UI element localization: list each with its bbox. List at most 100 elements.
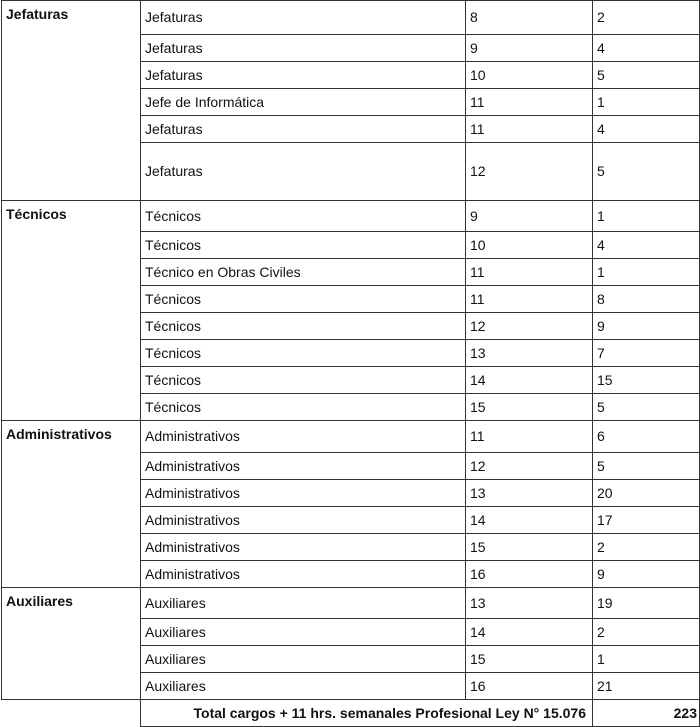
group-cell-empty [1, 672, 141, 700]
table-row: Administrativos 15 2 [1, 532, 700, 561]
group-cell-empty [1, 393, 141, 421]
group-cell-empty [1, 142, 141, 201]
table-row: Administrativos 16 9 [1, 559, 700, 588]
table-row: Administrativos 12 5 [1, 451, 700, 480]
position-cell: Técnicos [140, 339, 466, 367]
group-cell-empty [1, 312, 141, 340]
group-name: Jefaturas [1, 0, 141, 34]
table-row: Jefaturas Jefaturas 8 2 [1, 0, 700, 35]
count-cell: 9 [592, 312, 700, 340]
table-row: Auxiliares 14 2 [1, 618, 700, 646]
position-cell: Jefaturas [140, 141, 466, 201]
count-cell: 7 [592, 339, 700, 367]
group-cell-empty [1, 88, 141, 115]
position-cell: Auxiliares [140, 586, 466, 619]
grade-cell: 13 [465, 478, 593, 507]
grade-cell: 11 [465, 114, 593, 143]
grade-cell: 13 [465, 586, 593, 619]
position-cell: Administrativos [140, 559, 466, 588]
grade-cell: 15 [465, 393, 593, 421]
position-cell: Técnicos [140, 199, 466, 232]
position-cell: Jefaturas [140, 60, 466, 89]
group-name: Administrativos [1, 420, 141, 452]
grade-cell: 11 [465, 87, 593, 116]
count-cell: 2 [592, 532, 700, 561]
count-cell: 4 [592, 33, 700, 62]
group-cell-empty [1, 533, 141, 560]
grade-cell: 13 [465, 339, 593, 367]
table-row: Técnico en Obras Civiles 11 1 [1, 258, 700, 286]
table-row: Jefaturas 10 5 [1, 60, 700, 89]
table-row: Jefe de Informática 11 1 [1, 87, 700, 116]
count-cell: 4 [592, 231, 700, 259]
total-value: 223 [592, 699, 700, 727]
table-row: Técnicos Técnicos 9 1 [1, 199, 700, 232]
count-cell: 6 [592, 420, 700, 453]
table-row: Técnicos 13 7 [1, 339, 700, 367]
table-row: Técnicos 11 8 [1, 285, 700, 313]
position-cell: Administrativos [140, 451, 466, 480]
grade-cell: 12 [465, 451, 593, 480]
grade-cell: 10 [465, 231, 593, 259]
grade-cell: 9 [465, 199, 593, 232]
group-name: Auxiliares [1, 586, 141, 619]
table-row: Auxiliares Auxiliares 13 19 [1, 586, 700, 619]
grade-cell: 15 [465, 645, 593, 673]
count-cell: 2 [592, 0, 700, 35]
count-cell: 20 [592, 478, 700, 507]
table-row: Administrativos 14 17 [1, 505, 700, 534]
table-row: Administrativos 13 20 [1, 478, 700, 507]
grade-cell: 11 [465, 285, 593, 313]
count-cell: 5 [592, 60, 700, 89]
table-row: Auxiliares 16 21 [1, 672, 700, 700]
grade-cell: 11 [465, 420, 593, 453]
grade-cell: 16 [465, 672, 593, 700]
table-row: Jefaturas 11 4 [1, 114, 700, 143]
group-cell-empty [1, 452, 141, 479]
total-row: Total cargos + 11 hrs. semanales Profesi… [2, 699, 700, 727]
count-cell: 9 [592, 559, 700, 588]
grade-cell: 16 [465, 559, 593, 588]
count-cell: 1 [592, 645, 700, 673]
blank-cell [2, 700, 141, 727]
count-cell: 4 [592, 114, 700, 143]
grade-cell: 15 [465, 532, 593, 561]
count-cell: 19 [592, 586, 700, 619]
group-cell-empty [1, 34, 141, 61]
position-cell: Auxiliares [140, 672, 466, 700]
group-cell-empty [1, 285, 141, 313]
group-cell-empty [1, 115, 141, 142]
table-row: Auxiliares 15 1 [1, 645, 700, 673]
group-cell-empty [1, 479, 141, 506]
count-cell: 1 [592, 87, 700, 116]
count-cell: 5 [592, 451, 700, 480]
grade-cell: 11 [465, 258, 593, 286]
grade-cell: 10 [465, 60, 593, 89]
count-cell: 21 [592, 672, 700, 700]
position-cell: Jefaturas [140, 33, 466, 62]
grade-cell: 12 [465, 312, 593, 340]
position-cell: Jefe de Informática [140, 87, 466, 116]
grade-cell: 14 [465, 366, 593, 394]
position-cell: Administrativos [140, 478, 466, 507]
group-cell-empty [1, 645, 141, 673]
grade-cell: 12 [465, 141, 593, 201]
group-cell-empty [1, 506, 141, 533]
position-cell: Técnicos [140, 231, 466, 259]
position-cell: Jefaturas [140, 114, 466, 143]
table-row: Técnicos 12 9 [1, 312, 700, 340]
group-cell-empty [1, 366, 141, 394]
position-cell: Auxiliares [140, 645, 466, 673]
table-row: Jefaturas 9 4 [1, 33, 700, 62]
grade-cell: 14 [465, 505, 593, 534]
position-cell: Técnicos [140, 312, 466, 340]
position-cell: Administrativos [140, 532, 466, 561]
grade-cell: 8 [465, 0, 593, 35]
count-cell: 5 [592, 141, 700, 201]
group-cell-empty [1, 258, 141, 286]
group-name: Técnicos [1, 199, 141, 232]
position-cell: Administrativos [140, 420, 466, 453]
position-cell: Técnicos [140, 393, 466, 421]
table-row: Técnicos 14 15 [1, 366, 700, 394]
